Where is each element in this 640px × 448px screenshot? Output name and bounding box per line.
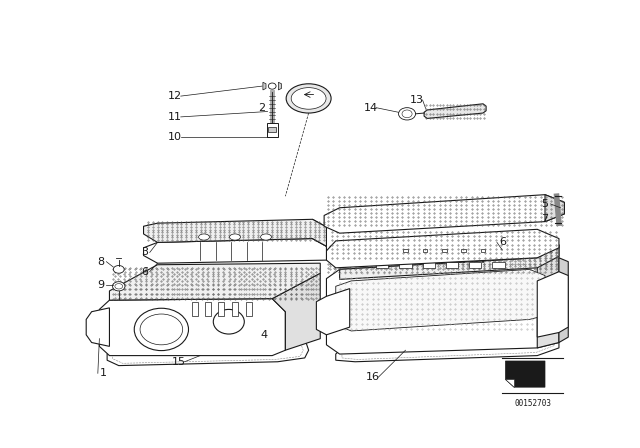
Text: 15: 15 (172, 357, 186, 367)
Polygon shape (326, 229, 559, 268)
Ellipse shape (399, 108, 415, 120)
Text: 1: 1 (100, 368, 107, 378)
Text: 6: 6 (141, 267, 148, 277)
Polygon shape (559, 258, 568, 343)
Polygon shape (403, 250, 408, 252)
Text: 11: 11 (168, 112, 182, 122)
Polygon shape (506, 379, 514, 387)
Text: 13: 13 (410, 95, 424, 105)
Polygon shape (143, 238, 326, 263)
Ellipse shape (260, 234, 271, 240)
Ellipse shape (402, 110, 412, 118)
Polygon shape (316, 289, 349, 335)
Text: 8: 8 (97, 257, 104, 267)
Ellipse shape (230, 234, 241, 240)
Text: 00152703: 00152703 (514, 400, 551, 409)
Ellipse shape (113, 282, 125, 291)
Ellipse shape (198, 234, 209, 240)
Ellipse shape (134, 308, 189, 351)
Polygon shape (232, 302, 238, 315)
Text: 14: 14 (364, 103, 378, 112)
Polygon shape (461, 250, 466, 252)
Polygon shape (86, 308, 109, 346)
Text: 7: 7 (541, 214, 548, 224)
Polygon shape (545, 195, 564, 222)
Polygon shape (109, 263, 320, 300)
Polygon shape (422, 262, 435, 268)
Polygon shape (107, 335, 308, 366)
Text: 16: 16 (366, 372, 380, 382)
Text: 5: 5 (541, 199, 548, 209)
Ellipse shape (140, 314, 182, 345)
Polygon shape (246, 302, 252, 315)
Polygon shape (191, 302, 198, 315)
Text: 2: 2 (259, 103, 266, 112)
Polygon shape (326, 258, 559, 354)
Polygon shape (376, 262, 388, 268)
Polygon shape (446, 262, 458, 268)
Polygon shape (272, 273, 320, 350)
Polygon shape (336, 331, 559, 362)
Text: 12: 12 (168, 91, 182, 101)
Ellipse shape (268, 83, 276, 89)
Polygon shape (492, 262, 505, 268)
Polygon shape (469, 262, 481, 268)
Polygon shape (312, 220, 326, 246)
Polygon shape (399, 262, 412, 268)
Text: 4: 4 (260, 330, 268, 340)
Polygon shape (278, 82, 282, 90)
Text: 6: 6 (499, 237, 506, 247)
Ellipse shape (213, 310, 244, 334)
Polygon shape (113, 338, 303, 363)
Text: 3: 3 (141, 247, 148, 258)
Polygon shape (340, 245, 559, 280)
Text: 9: 9 (97, 280, 104, 290)
Polygon shape (537, 245, 559, 348)
Polygon shape (442, 250, 447, 252)
Polygon shape (424, 104, 486, 118)
Text: 10: 10 (168, 132, 182, 142)
Polygon shape (342, 334, 554, 359)
Polygon shape (218, 302, 224, 315)
Polygon shape (481, 250, 485, 252)
Polygon shape (506, 361, 545, 387)
Polygon shape (205, 302, 211, 315)
Polygon shape (268, 127, 276, 132)
Ellipse shape (113, 266, 124, 273)
Polygon shape (99, 299, 285, 356)
Polygon shape (263, 82, 266, 90)
Ellipse shape (115, 284, 123, 289)
Ellipse shape (286, 84, 331, 113)
Polygon shape (324, 195, 564, 233)
Polygon shape (143, 220, 326, 246)
Polygon shape (267, 123, 278, 137)
Polygon shape (422, 250, 428, 252)
Polygon shape (537, 271, 568, 337)
Polygon shape (336, 269, 545, 331)
Ellipse shape (291, 88, 326, 109)
